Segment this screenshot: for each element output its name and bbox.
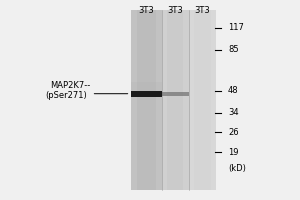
Text: 85: 85 xyxy=(228,45,238,54)
Text: MAP2K7--: MAP2K7-- xyxy=(50,81,90,90)
Bar xyxy=(130,10,162,190)
Text: (kD): (kD) xyxy=(228,164,246,173)
Text: 26: 26 xyxy=(228,128,238,137)
Text: 3T3: 3T3 xyxy=(194,6,210,15)
Bar xyxy=(130,82,162,91)
Bar xyxy=(194,10,211,190)
Text: 3T3: 3T3 xyxy=(167,6,183,15)
Bar xyxy=(130,91,162,97)
Text: 19: 19 xyxy=(228,148,238,157)
Bar xyxy=(162,92,189,96)
Text: 3T3: 3T3 xyxy=(138,6,154,15)
Bar xyxy=(167,10,183,190)
Text: 117: 117 xyxy=(228,23,244,32)
Bar xyxy=(137,10,156,190)
Text: (pSer271): (pSer271) xyxy=(45,92,87,100)
Bar xyxy=(189,10,216,190)
Bar xyxy=(130,10,216,190)
Text: 48: 48 xyxy=(228,86,238,95)
Text: 34: 34 xyxy=(228,108,238,117)
Bar xyxy=(162,10,189,190)
